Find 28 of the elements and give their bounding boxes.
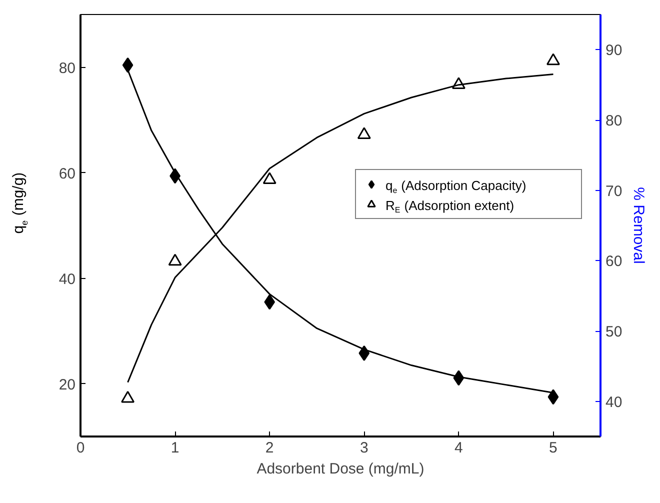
y-axis-title: qe (mg/g) [10, 172, 30, 234]
point [168, 254, 182, 266]
x-tick-label: 1 [170, 440, 180, 456]
y-tick-label: 80 [58, 60, 76, 77]
y2-tick-label: 80 [606, 112, 622, 130]
y2-axis-title: % Removal [630, 187, 648, 264]
y2-tick-label: 40 [606, 394, 622, 411]
point [262, 172, 276, 184]
y2-tick-label: 50 [606, 324, 622, 340]
y2-tick-label: 60 [606, 253, 622, 270]
point [122, 57, 134, 73]
x-tick-label: 3 [360, 440, 368, 456]
y-tick-label: 60 [58, 165, 76, 182]
y-tick-label: 40 [58, 270, 76, 288]
point [357, 127, 371, 139]
point [546, 53, 560, 66]
x-tick-label: 0 [76, 440, 85, 456]
y-tick-label: 20 [58, 376, 76, 394]
x-tick-label: 4 [454, 440, 463, 456]
y2-tick-label: 70 [606, 182, 622, 200]
x-tick-label: 2 [265, 440, 274, 456]
y2-tick-label: 90 [606, 42, 622, 60]
point [358, 345, 370, 361]
x-axis-title: Adsorbent Dose (mg/mL) [256, 460, 424, 478]
x-tick-label: 5 [549, 440, 558, 456]
point [264, 294, 276, 310]
point [121, 390, 135, 403]
point [548, 389, 559, 405]
